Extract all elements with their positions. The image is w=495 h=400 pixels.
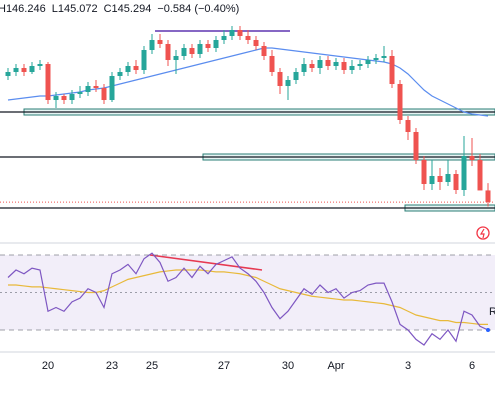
- x-tick-label: 25: [146, 360, 158, 372]
- candle-body: [445, 174, 451, 182]
- candle-body: [333, 62, 339, 66]
- x-tick-label: 6: [469, 360, 475, 372]
- x-tick-label: 23: [106, 360, 118, 372]
- alert-icon[interactable]: [476, 226, 490, 240]
- candle-body: [173, 56, 179, 60]
- candle-body: [325, 60, 331, 66]
- candle-body: [165, 44, 171, 60]
- candle-body: [93, 86, 99, 88]
- candle-body: [429, 176, 435, 184]
- candle-body: [237, 30, 243, 36]
- candle-body: [85, 86, 91, 92]
- candle-body: [453, 174, 459, 190]
- candle-body: [229, 30, 235, 36]
- rsi-tag: R: [489, 306, 495, 318]
- candle-body: [181, 48, 187, 56]
- candle-body: [157, 40, 163, 44]
- candle-body: [133, 66, 139, 70]
- x-tick-label: 20: [42, 360, 54, 372]
- candle-body: [125, 66, 131, 72]
- candle-body: [373, 58, 379, 60]
- candle-body: [109, 76, 115, 100]
- rsi-line: [8, 269, 488, 325]
- candle-body: [285, 80, 291, 86]
- candle-body: [341, 62, 347, 70]
- candle-body: [413, 132, 419, 160]
- candle-body: [205, 44, 211, 48]
- candle-body: [37, 64, 43, 66]
- candle-body: [29, 66, 35, 72]
- candle-body: [477, 160, 483, 191]
- candle-body: [69, 94, 75, 100]
- candle-body: [45, 64, 51, 100]
- candle-body: [21, 68, 27, 72]
- x-tick-label: 30: [282, 360, 294, 372]
- candle-body: [213, 40, 219, 48]
- ohlc-header: −0.584 (−0.40%): [157, 3, 239, 15]
- ohlc-header: H146.246: [0, 3, 46, 15]
- candle-body: [397, 84, 403, 120]
- rsi-last-dot: [486, 328, 490, 332]
- candle-body: [269, 56, 275, 72]
- candle-body: [381, 56, 387, 58]
- candle-body: [221, 36, 227, 40]
- x-tick-label: 27: [218, 360, 230, 372]
- candle-body: [77, 92, 83, 94]
- candle-body: [149, 40, 155, 50]
- candle-body: [461, 156, 467, 190]
- candle-body: [117, 72, 123, 76]
- candle-body: [197, 44, 203, 54]
- candle-body: [13, 68, 19, 72]
- candle-body: [53, 96, 59, 100]
- candle-body: [261, 46, 267, 56]
- x-tick-label: 3: [405, 360, 411, 372]
- candle-body: [365, 60, 371, 64]
- candle-body: [5, 72, 11, 76]
- candle-body: [293, 72, 299, 80]
- candle-body: [405, 120, 411, 132]
- rsi-line: [7, 252, 489, 346]
- candle-body: [277, 72, 283, 86]
- candle-body: [189, 48, 195, 54]
- candle-body: [317, 60, 323, 68]
- candle-body: [61, 96, 67, 100]
- candle-body: [309, 64, 315, 68]
- candle-body: [301, 64, 307, 72]
- candle-body: [437, 176, 443, 182]
- candle-body: [389, 56, 395, 84]
- ohlc-header: C145.294: [104, 3, 152, 15]
- candle-body: [357, 64, 363, 66]
- candle-body: [485, 190, 491, 203]
- rsi-trendline: [149, 254, 263, 271]
- candle-body: [101, 88, 107, 100]
- candle-body: [421, 160, 427, 184]
- candle-body: [349, 66, 355, 70]
- candle-body: [245, 36, 251, 40]
- candle-body: [253, 40, 259, 46]
- candle-body: [469, 156, 475, 160]
- ohlc-header: L145.072: [52, 3, 98, 15]
- candle-body: [141, 50, 147, 70]
- x-tick-label: Apr: [327, 360, 344, 372]
- alert-bolt: [479, 228, 485, 239]
- rsi-band: [0, 255, 495, 330]
